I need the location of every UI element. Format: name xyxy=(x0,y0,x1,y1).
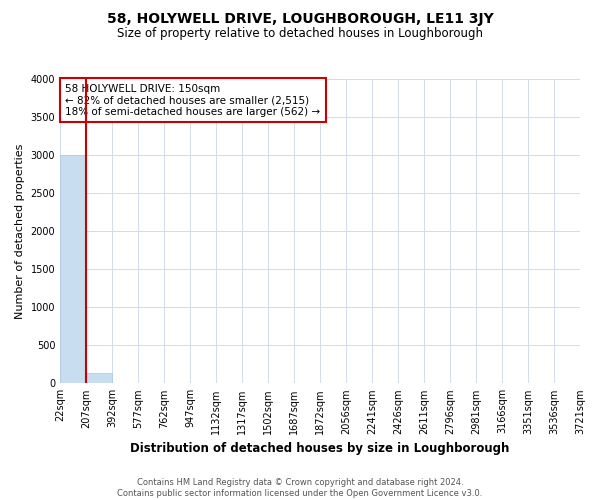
Text: Contains HM Land Registry data © Crown copyright and database right 2024.
Contai: Contains HM Land Registry data © Crown c… xyxy=(118,478,482,498)
Text: 58, HOLYWELL DRIVE, LOUGHBOROUGH, LE11 3JY: 58, HOLYWELL DRIVE, LOUGHBOROUGH, LE11 3… xyxy=(107,12,493,26)
Text: Size of property relative to detached houses in Loughborough: Size of property relative to detached ho… xyxy=(117,28,483,40)
Text: 58 HOLYWELL DRIVE: 150sqm
← 82% of detached houses are smaller (2,515)
18% of se: 58 HOLYWELL DRIVE: 150sqm ← 82% of detac… xyxy=(65,84,320,117)
Y-axis label: Number of detached properties: Number of detached properties xyxy=(15,144,25,319)
X-axis label: Distribution of detached houses by size in Loughborough: Distribution of detached houses by size … xyxy=(130,442,510,455)
Bar xyxy=(60,155,86,384)
Bar xyxy=(86,374,112,384)
